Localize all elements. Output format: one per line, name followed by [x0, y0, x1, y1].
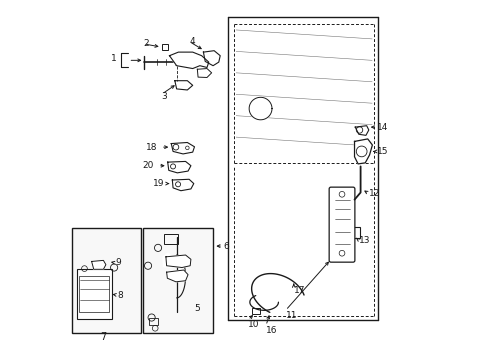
Text: 11: 11 [285, 311, 297, 320]
Bar [162, 44, 168, 50]
Text: 10: 10 [247, 320, 259, 329]
Text: 8: 8 [117, 291, 122, 300]
Polygon shape [167, 161, 190, 173]
Polygon shape [249, 97, 271, 120]
Polygon shape [163, 253, 172, 267]
Bar [164, 234, 177, 244]
Bar [142, 228, 213, 333]
Bar [252, 307, 259, 314]
Text: 20: 20 [142, 161, 154, 170]
Polygon shape [197, 68, 211, 77]
Polygon shape [166, 270, 188, 282]
Text: 7: 7 [100, 332, 106, 342]
Text: 1: 1 [111, 54, 117, 63]
Text: 17: 17 [293, 286, 305, 295]
Polygon shape [354, 139, 372, 164]
Text: 15: 15 [376, 147, 387, 156]
Polygon shape [91, 260, 106, 269]
Polygon shape [175, 81, 192, 90]
Text: 4: 4 [189, 37, 194, 46]
Polygon shape [165, 255, 190, 267]
Text: 6: 6 [223, 242, 228, 251]
Polygon shape [172, 179, 193, 191]
Polygon shape [171, 143, 194, 154]
Text: 14: 14 [376, 123, 387, 132]
Text: 12: 12 [368, 189, 379, 198]
Bar [80, 276, 109, 312]
Text: 19: 19 [153, 179, 164, 188]
Text: 5: 5 [194, 304, 200, 313]
Polygon shape [169, 52, 208, 68]
FancyBboxPatch shape [328, 187, 354, 262]
Text: 18: 18 [146, 143, 158, 152]
Bar [72, 228, 141, 333]
Text: 13: 13 [358, 235, 369, 244]
Polygon shape [203, 51, 220, 66]
Polygon shape [354, 126, 368, 135]
Bar [351, 227, 359, 238]
Text: 16: 16 [265, 325, 277, 334]
Bar [77, 269, 112, 319]
Text: 2: 2 [143, 39, 149, 48]
Bar [148, 318, 157, 325]
Text: 3: 3 [162, 92, 167, 101]
Text: 9: 9 [115, 258, 121, 267]
